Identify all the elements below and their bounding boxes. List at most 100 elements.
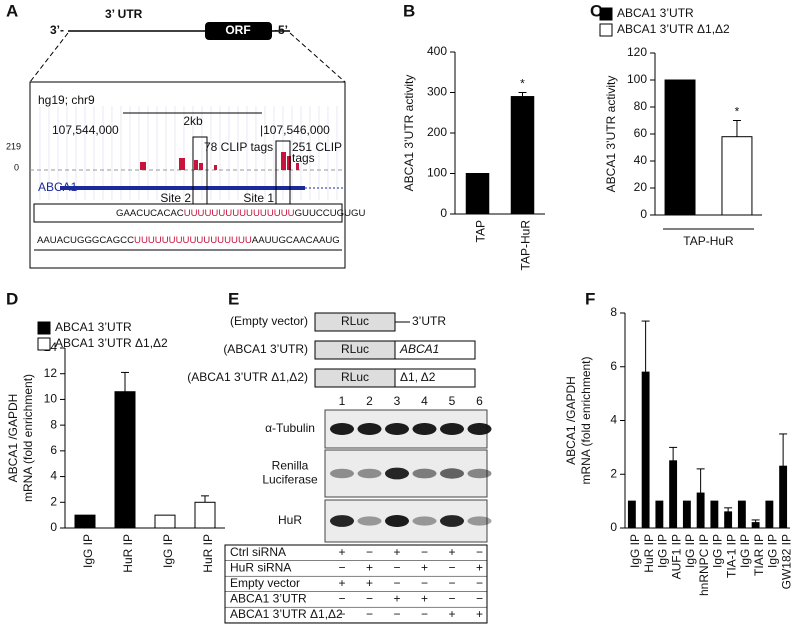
cell: − [421, 576, 428, 590]
y-axis-label: ABCA1 /GAPDH [6, 394, 20, 483]
band [385, 515, 409, 527]
cell: − [366, 545, 373, 559]
error-bar [641, 320, 650, 373]
y-axis-label: ABCA1 /GAPDH [564, 376, 578, 465]
cell: + [448, 545, 455, 559]
bar [627, 500, 636, 529]
y-tick-label: 400 [427, 44, 447, 58]
browser-grid [39, 106, 338, 200]
gene-name: ABCA1 [38, 180, 78, 194]
seq-part: GAACUCACAC [116, 208, 184, 219]
bar [696, 492, 705, 529]
legend-swatch [37, 321, 51, 335]
x-tick-label: IgG IP [656, 534, 670, 568]
band [357, 516, 382, 526]
bar [655, 500, 664, 529]
clip-tags: 251 CLIP [292, 140, 342, 154]
band [330, 515, 354, 527]
cell: + [448, 607, 455, 621]
y-tick-label: 4 [50, 469, 57, 483]
lane-number: 2 [366, 394, 373, 408]
x-tick-label: IgG IP [683, 534, 697, 568]
construct-label: (Empty vector) [230, 314, 308, 328]
cell: − [448, 592, 455, 606]
y-axis-label: mRNA (fold enrichment) [579, 356, 593, 484]
band [385, 467, 409, 480]
rluc-label: RLuc [341, 342, 369, 356]
y-tick-label: 200 [427, 125, 447, 139]
cell: − [338, 592, 345, 606]
table-box [224, 544, 488, 624]
scale-label: 2kb [183, 114, 203, 128]
cell: + [421, 592, 428, 606]
cell: − [338, 561, 345, 575]
x-tick-label: IgG IP [766, 534, 780, 568]
lane-number: 1 [339, 394, 346, 408]
bar [154, 514, 176, 529]
cell: − [421, 545, 428, 559]
bar [682, 500, 691, 529]
blot-label: HuR [278, 513, 302, 527]
cell: − [421, 607, 428, 621]
panel-label: A [6, 1, 18, 20]
sequence: AAUACUGGGCAGCCUUUUUUUUUUUUUUUUUAAUUGCAAC… [37, 235, 340, 246]
x-tick-label: IgG IP [738, 534, 752, 568]
x-tick-label: HuR IP [642, 534, 656, 573]
y-tick-label: 2 [50, 494, 57, 508]
track-max: 219 [6, 141, 21, 151]
x-tick-label: IgG IP [628, 534, 642, 568]
band [357, 423, 382, 435]
bar [721, 136, 753, 216]
legend-swatch [599, 23, 613, 37]
panel-label: F [585, 289, 595, 308]
orf-label: ORF [225, 23, 250, 37]
cell: + [476, 607, 483, 621]
error-bar [724, 507, 733, 512]
cell: + [476, 561, 483, 575]
clip-tags: 78 CLIP tags [204, 140, 273, 154]
panel-label: E [228, 289, 239, 308]
y-tick-label: 6 [610, 359, 617, 373]
band [330, 468, 354, 479]
lane-number: 4 [421, 394, 428, 408]
y-tick-label: 300 [427, 85, 447, 99]
lane-number: 5 [449, 394, 456, 408]
band [357, 468, 382, 479]
legend-swatch [599, 7, 613, 21]
panel-label: B [403, 1, 415, 20]
x-tick-label: TAP-HuR [519, 220, 533, 271]
cell: − [393, 607, 400, 621]
x-tick-label: TAP [474, 220, 488, 242]
y-tick-label: 0 [440, 206, 447, 220]
bar [74, 514, 96, 529]
zoom-line [289, 32, 346, 83]
clip-peaks [140, 152, 299, 170]
bar [724, 511, 733, 529]
error-bar [696, 468, 705, 494]
y-tick-label: 2 [610, 466, 617, 480]
assembly: hg19; chr9 [38, 93, 95, 107]
seq-part: AAUACUGGGCAGCC [37, 235, 134, 246]
bar [510, 96, 535, 215]
orf-box [205, 22, 272, 40]
cell: + [421, 561, 428, 575]
y-tick-label: 8 [50, 417, 57, 431]
y-tick-label: 0 [610, 520, 617, 534]
site-label: Site 2 [160, 191, 191, 205]
end-label: -5’ [274, 23, 288, 37]
tail-label: ABCA1 [399, 342, 439, 356]
site-label: Site 1 [243, 191, 274, 205]
band [412, 516, 437, 526]
seq-part: UUUUUUUUUUUUUUUU [184, 208, 295, 219]
band [467, 423, 492, 435]
x-tick-label: HuR IP [121, 534, 135, 573]
bar [751, 522, 760, 529]
legend-label: ABCA1 3’UTR Δ1,Δ2 [55, 336, 168, 350]
band [440, 423, 464, 435]
coordinate: 107,544,000 [52, 123, 119, 137]
error-bar [751, 519, 760, 523]
cell: − [393, 576, 400, 590]
y-tick-label: 10 [44, 392, 58, 406]
y-tick-label: 100 [627, 72, 647, 86]
y-tick-label: 40 [634, 153, 648, 167]
